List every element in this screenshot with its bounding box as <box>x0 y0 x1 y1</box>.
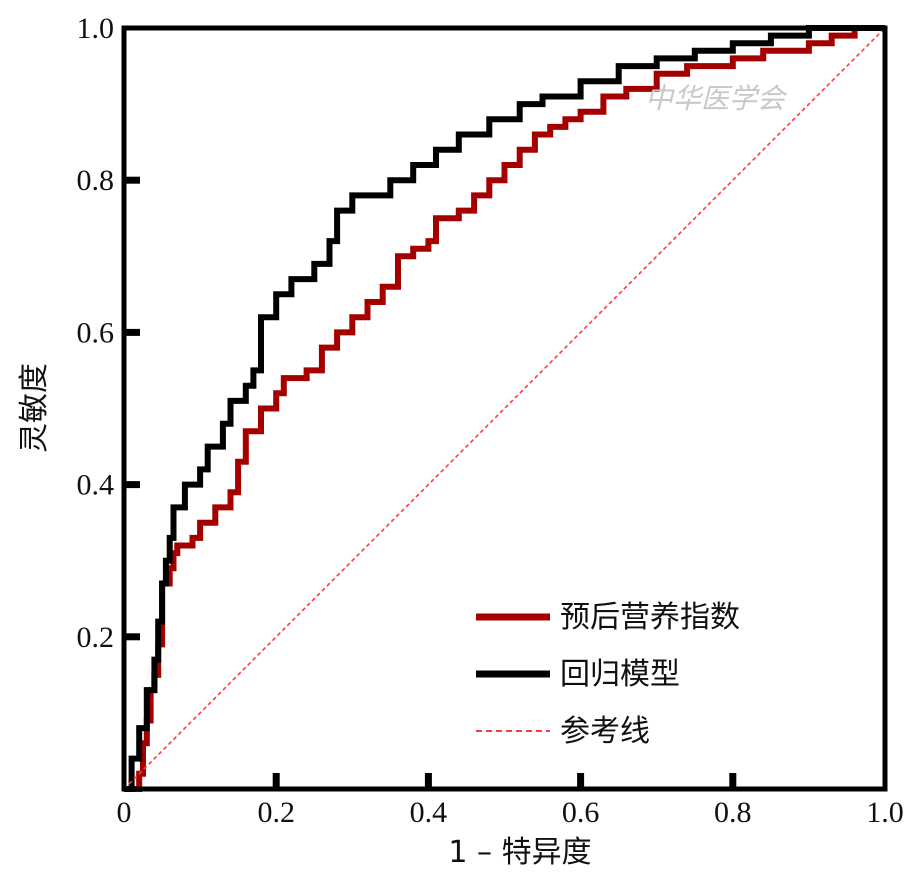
series-line-1 <box>124 25 885 792</box>
x-tick-label-5: 1.0 <box>866 796 904 829</box>
series-line-2 <box>124 25 885 792</box>
y-tick-label-4: 1.0 <box>77 12 115 45</box>
x-tick-label-2: 0.4 <box>410 796 448 829</box>
watermark-text: 中华医学会 <box>645 82 788 115</box>
plot-frame <box>121 25 888 792</box>
x-tick-label-3: 0.6 <box>562 796 600 829</box>
legend-label-3: 参考线 <box>560 714 650 749</box>
legend-label-2: 回归模型 <box>560 657 680 692</box>
x-tick-label-4: 0.8 <box>714 796 752 829</box>
y-tick-label-3: 0.8 <box>77 164 115 197</box>
legend-label-1: 预后营养指数 <box>560 600 740 635</box>
y-axis-title: 灵敏度 <box>17 363 52 453</box>
plot-curves <box>123 25 886 792</box>
x-tick-label-1: 0.2 <box>257 796 295 829</box>
y-tick-label-1: 0.4 <box>77 469 115 502</box>
axis-ticks <box>124 176 737 789</box>
y-tick-label-0: 0.2 <box>77 621 115 654</box>
series-line-3 <box>123 27 886 790</box>
axis-tick-labels: 0 0.2 0.4 0.6 0.8 1.0 0.2 0.4 0.6 0.8 1.0 <box>77 12 904 829</box>
y-tick-label-2: 0.6 <box>77 316 115 349</box>
x-axis-title: 1 – 特异度 <box>448 835 591 870</box>
x-tick-label-0: 0 <box>117 796 132 829</box>
